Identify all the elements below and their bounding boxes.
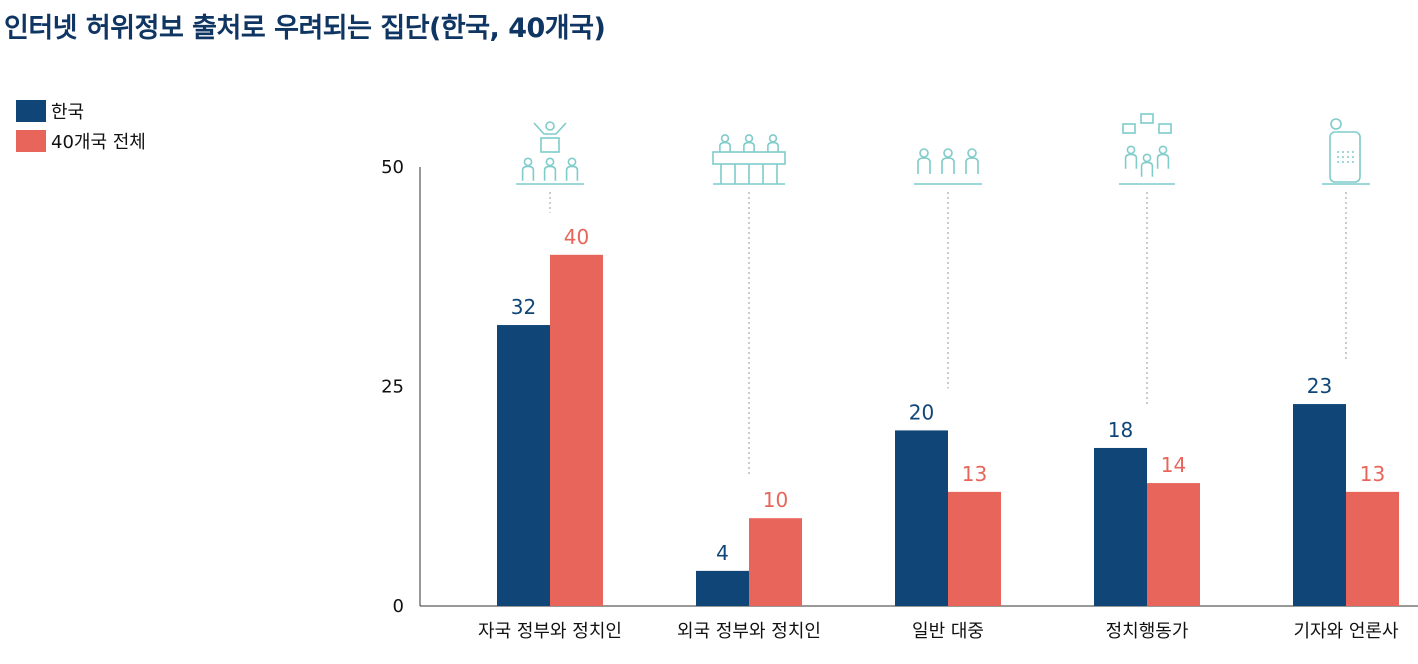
person-body-shape [965, 157, 979, 174]
value-label-korea: 18 [1108, 418, 1133, 442]
press-dot-shape [1337, 156, 1339, 158]
legend-swatch-korea [16, 100, 46, 122]
sign-shape [1158, 123, 1172, 134]
bar-korea [497, 325, 550, 606]
person-head-shape [943, 148, 953, 158]
person-head-shape [919, 148, 929, 158]
person-head-shape [967, 148, 977, 158]
podium-shape [540, 137, 560, 153]
person-body-shape [1140, 161, 1154, 177]
legend-item-all: 40개국 전체 [16, 126, 146, 156]
value-label-all: 40 [564, 225, 589, 249]
foreign-delegation-table-icon [712, 134, 786, 185]
speaker-arms-shape [533, 122, 567, 135]
press-dot-shape [1352, 161, 1354, 163]
value-label-korea: 4 [716, 541, 729, 565]
person-head-shape [545, 157, 555, 167]
general-public-icon [914, 148, 982, 185]
person-head-shape [1142, 153, 1152, 163]
press-board-shape [1329, 131, 1361, 183]
category-label: 정치행동가 [1106, 621, 1189, 642]
person-body-shape [1156, 153, 1170, 169]
person-body-shape [767, 141, 779, 157]
press-dot-shape [1342, 161, 1344, 163]
person-body-shape [917, 157, 931, 174]
journalist-press-icon [1322, 118, 1370, 185]
legend-item-korea: 한국 [16, 96, 146, 126]
person-head-shape [1158, 145, 1168, 155]
y-tick-label: 50 [381, 157, 404, 178]
person-head-shape [1126, 145, 1136, 155]
politician-podium-icon [516, 121, 584, 185]
value-label-korea: 20 [909, 400, 934, 424]
person-body-shape [543, 165, 557, 181]
person-head-shape [744, 134, 754, 143]
person-body-shape [521, 165, 535, 181]
person-head-shape [720, 134, 730, 143]
bar-all [550, 254, 603, 607]
person-body-shape [743, 141, 755, 157]
press-dot-shape [1337, 161, 1339, 163]
bar-korea [1293, 404, 1346, 606]
sign-shape [1140, 113, 1154, 124]
person-body-shape [1124, 153, 1138, 169]
value-label-korea: 32 [511, 295, 536, 319]
value-label-all: 14 [1161, 453, 1186, 477]
legend: 한국 40개국 전체 [16, 96, 146, 156]
press-dot-shape [1347, 156, 1349, 158]
press-dot-shape [1342, 156, 1344, 158]
speaker-head-shape [545, 121, 555, 131]
category-label: 기자와 언론사 [1293, 621, 1399, 642]
category-label: 일반 대중 [912, 621, 984, 642]
bar-korea [895, 430, 948, 606]
category-label: 자국 정부와 정치인 [478, 621, 622, 642]
y-tick-label: 25 [381, 377, 404, 398]
press-dot-shape [1352, 156, 1354, 158]
legend-swatch-all [16, 130, 46, 152]
value-label-all: 13 [1360, 462, 1385, 486]
journalist-head-shape [1330, 118, 1342, 130]
person-body-shape [941, 157, 955, 174]
category-label: 외국 정부와 정치인 [677, 621, 821, 642]
bar-all [749, 518, 802, 606]
person-body-shape [565, 165, 579, 181]
bar-korea [696, 570, 749, 606]
legend-label-korea: 한국 [51, 102, 85, 123]
bar-all [948, 491, 1001, 606]
press-dot-shape [1347, 151, 1349, 153]
press-dot-shape [1337, 151, 1339, 153]
person-head-shape [523, 157, 533, 167]
press-dot-shape [1347, 161, 1349, 163]
value-label-all: 10 [763, 488, 788, 512]
legend-label-all: 40개국 전체 [51, 132, 146, 153]
bar-all [1346, 491, 1399, 606]
chart-title: 인터넷 허위정보 출처로 우려되는 집단(한국, 40개국) [4, 13, 606, 44]
person-body-shape [719, 141, 731, 157]
person-head-shape [567, 157, 577, 167]
activists-signs-icon [1119, 113, 1175, 185]
bar-all [1147, 483, 1200, 606]
person-head-shape [768, 134, 778, 143]
table-shape [712, 151, 786, 165]
press-dot-shape [1352, 151, 1354, 153]
bar-korea [1094, 447, 1147, 606]
y-tick-label: 0 [393, 596, 404, 617]
sign-shape [1122, 123, 1136, 134]
value-label-all: 13 [962, 462, 987, 486]
value-label-korea: 23 [1307, 374, 1332, 398]
press-dot-shape [1342, 151, 1344, 153]
